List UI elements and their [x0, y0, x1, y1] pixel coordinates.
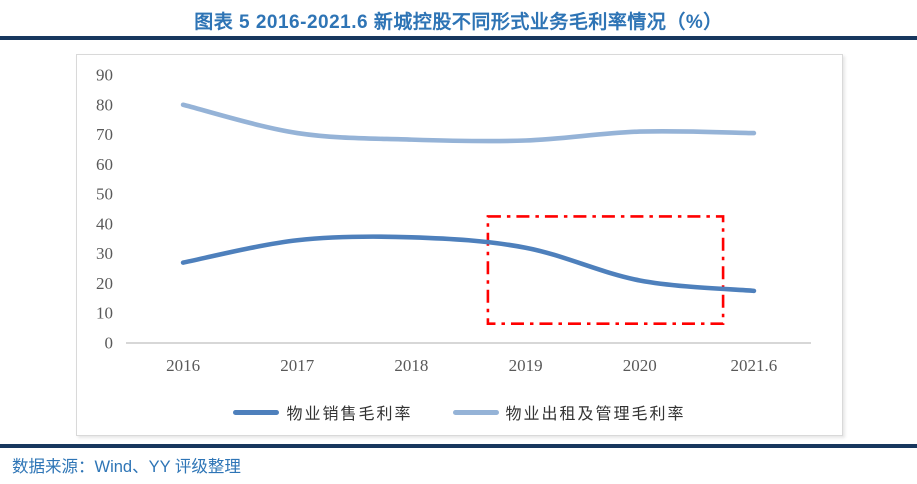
y-tick-label: 30 [96, 244, 113, 263]
x-axis-label: 2017 [280, 356, 315, 375]
y-tick-label: 70 [96, 125, 113, 144]
y-tick-label: 90 [96, 66, 113, 85]
x-axis-label: 2021.6 [731, 356, 778, 375]
y-tick-label: 10 [96, 304, 113, 323]
series-line-1 [180, 102, 757, 144]
annotation-highlight-box [486, 215, 725, 325]
x-axis-label: 2019 [509, 356, 543, 375]
data-source-note: 数据来源：Wind、YY 评级整理 [12, 458, 241, 476]
legend-item-rental: 物业出租及管理毛利率 [452, 400, 686, 424]
series-line-0 [180, 234, 757, 294]
sales-line-swatch [233, 409, 280, 415]
x-axis-label: 2018 [394, 356, 428, 375]
y-tick-label: 60 [96, 155, 113, 174]
chart-container: 0 10 20 30 40 50 60 70 80 90 2016 2017 2018 2019 2020 2… [76, 54, 843, 436]
legend-item-sales: 物业销售毛利率 [233, 400, 412, 424]
chart-canvas: 0 10 20 30 40 50 60 70 80 90 2016 2017 2018 2019 2020 2… [96, 66, 811, 375]
footer-divider-rule [0, 444, 917, 448]
x-axis-label: 2020 [623, 356, 657, 375]
x-axis-label: 2016 [166, 356, 200, 375]
y-tick-label: 80 [96, 95, 113, 114]
chart-legend: 物业销售毛利率 物业出租及管理毛利率 [77, 391, 842, 433]
title-divider-rule [0, 36, 917, 40]
legend-label-rental: 物业出租及管理毛利率 [505, 406, 686, 423]
y-tick-label: 0 [105, 334, 114, 353]
figure-title: 图表 5 2016-2021.6 新城控股不同形式业务毛利率情况（%） [194, 12, 723, 33]
rental-line-swatch [452, 409, 499, 415]
legend-label-sales: 物业销售毛利率 [286, 406, 413, 423]
y-tick-label: 20 [96, 274, 113, 293]
y-tick-label: 50 [96, 185, 113, 204]
y-tick-label: 40 [96, 214, 113, 233]
